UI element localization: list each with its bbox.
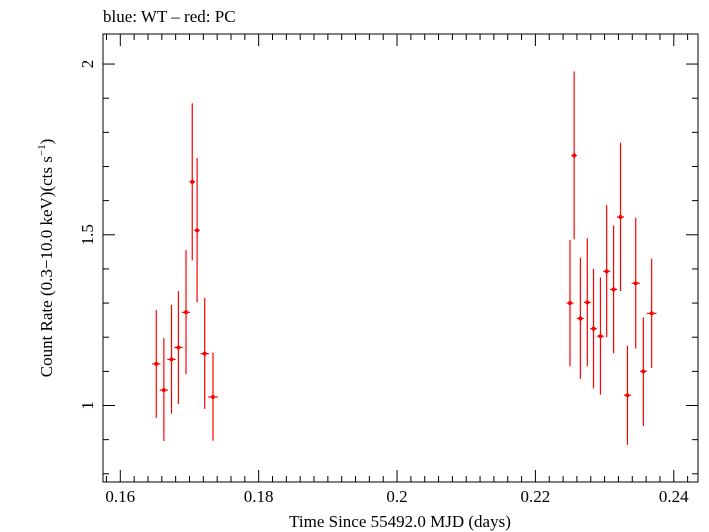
x-tick-label: 0.16 xyxy=(105,487,135,506)
data-point xyxy=(596,277,604,395)
axis-ticks: 0.16 0.18 0.2 0.22 0.24 1 1.5 2 xyxy=(78,34,698,506)
y-axis-label-close: ) xyxy=(37,139,56,145)
point-marker xyxy=(641,369,646,374)
y-tick-label: 2 xyxy=(78,60,97,69)
point-marker xyxy=(169,357,174,362)
chart-title: blue: WT – red: PC xyxy=(103,7,236,26)
data-point xyxy=(167,304,176,414)
y-axis-label-main: Count Rate (0.3−10.0 keV)(cts s xyxy=(37,156,56,377)
data-point xyxy=(159,338,169,442)
point-marker xyxy=(176,345,181,350)
x-tick-label: 0.22 xyxy=(521,487,551,506)
point-marker xyxy=(184,310,189,315)
point-marker xyxy=(154,361,159,366)
point-marker xyxy=(190,179,195,184)
data-points xyxy=(152,71,657,445)
data-point xyxy=(617,142,624,292)
point-marker xyxy=(585,300,590,305)
y-axis-label-exponent: −1 xyxy=(36,144,48,156)
point-marker xyxy=(211,394,216,399)
data-point xyxy=(181,250,191,375)
data-point xyxy=(631,217,640,349)
data-point xyxy=(152,309,161,418)
point-marker xyxy=(568,301,573,306)
point-marker xyxy=(578,316,583,321)
plot-frame xyxy=(102,33,699,483)
point-marker xyxy=(618,215,623,220)
point-marker xyxy=(202,351,207,356)
data-point xyxy=(610,225,618,354)
data-point xyxy=(646,258,657,368)
point-marker xyxy=(611,287,616,292)
point-marker xyxy=(625,393,630,398)
data-point xyxy=(174,291,183,405)
x-tick-label: 0.2 xyxy=(386,487,407,506)
data-point xyxy=(189,103,196,261)
y-tick-label: 1.5 xyxy=(78,224,97,245)
data-point xyxy=(639,317,647,426)
data-point xyxy=(590,268,597,389)
y-tick-label: 1 xyxy=(78,401,97,410)
x-axis-label: Time Since 55492.0 MJD (days) xyxy=(289,512,511,531)
y-axis-label: Count Rate (0.3−10.0 keV)(cts s−1) xyxy=(36,139,56,378)
point-marker xyxy=(572,153,577,158)
point-marker xyxy=(591,326,596,331)
point-marker xyxy=(598,334,603,339)
data-point xyxy=(208,352,218,441)
point-marker xyxy=(633,281,638,286)
data-point xyxy=(200,297,209,409)
point-marker xyxy=(161,388,166,393)
x-tick-label: 0.24 xyxy=(659,487,689,506)
data-point xyxy=(571,71,577,240)
data-point xyxy=(566,239,574,367)
data-point xyxy=(603,205,611,338)
data-point xyxy=(583,238,591,367)
data-point xyxy=(576,257,584,379)
point-marker xyxy=(649,311,654,316)
data-point xyxy=(194,157,200,303)
point-marker xyxy=(195,228,200,233)
data-point xyxy=(623,345,631,445)
x-tick-label: 0.18 xyxy=(244,487,274,506)
point-marker xyxy=(604,269,609,274)
